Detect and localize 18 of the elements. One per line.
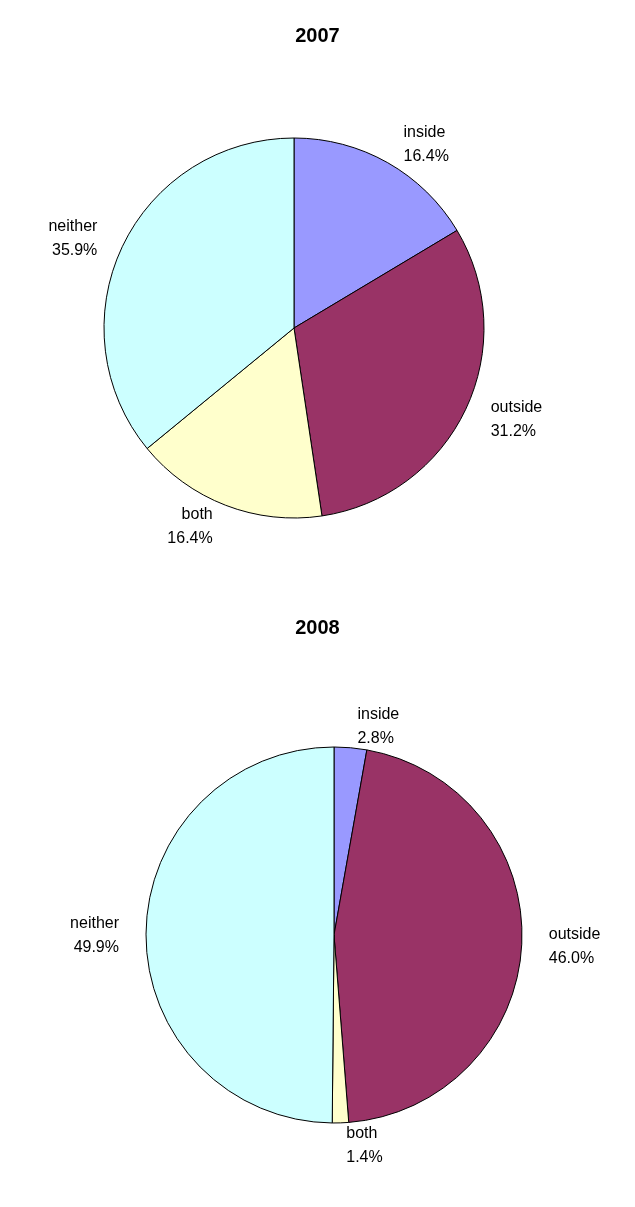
data-label: 16.4% [167, 529, 213, 547]
slice-label: neither [70, 913, 120, 931]
slice-label: both [181, 505, 213, 523]
data-label: 1.4% [346, 1148, 383, 1166]
data-label: 49.9% [73, 937, 119, 955]
slice-label: both [346, 1124, 378, 1142]
data-label: 46.0% [548, 948, 595, 966]
chart-title: 2007 [295, 24, 340, 46]
slice-label: outside [548, 924, 601, 942]
data-label: 35.9% [51, 240, 98, 258]
slice-label: inside [357, 705, 400, 723]
data-label: 2.8% [357, 729, 394, 747]
data-label: 31.2% [490, 422, 537, 440]
slice-label: inside [403, 123, 446, 141]
chart-title: 2008 [295, 616, 340, 638]
data-label: 16.4% [403, 147, 449, 165]
slice-label: neither [48, 216, 99, 234]
slice-label: outside [490, 398, 543, 416]
